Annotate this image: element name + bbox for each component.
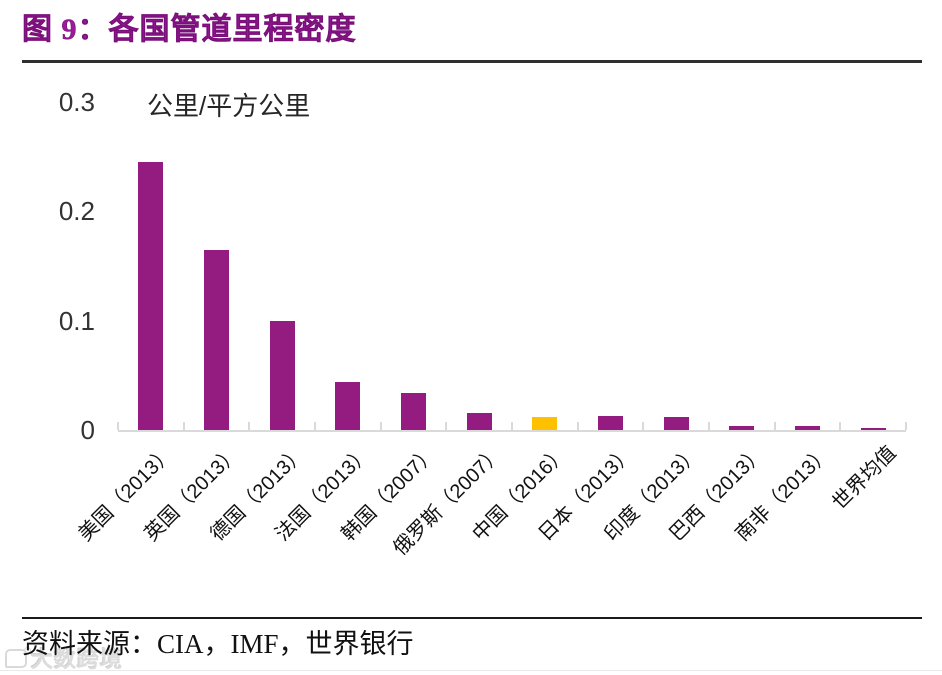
watermark-text: 大数跨境 bbox=[31, 647, 124, 672]
bar-1 bbox=[138, 162, 164, 430]
bar-11 bbox=[795, 425, 821, 430]
x-axis-tick bbox=[839, 422, 842, 430]
x-axis-tick bbox=[511, 422, 513, 430]
bar-slot bbox=[578, 102, 644, 430]
x-axis-tick bbox=[248, 422, 251, 430]
x-axis-tick bbox=[708, 422, 710, 430]
bottom-divider bbox=[0, 670, 942, 671]
source-divider bbox=[22, 617, 922, 619]
plot-area bbox=[117, 102, 907, 432]
bar-slot bbox=[512, 102, 578, 430]
bar-4 bbox=[335, 381, 361, 430]
bar-9 bbox=[663, 416, 689, 430]
x-category-label-text: 世界均值 bbox=[828, 442, 901, 515]
y-tick-label: 0.3 bbox=[58, 87, 95, 117]
bar-slot bbox=[381, 102, 447, 430]
bar-10 bbox=[729, 425, 755, 430]
x-axis-tick bbox=[642, 422, 645, 430]
bar-6 bbox=[466, 412, 492, 430]
y-tick-label: 0 bbox=[80, 415, 95, 445]
bar-2 bbox=[204, 249, 229, 430]
bar-slot bbox=[643, 102, 709, 430]
y-tick-label: 0.2 bbox=[58, 196, 95, 227]
bar-7 bbox=[532, 416, 558, 430]
bar-slot bbox=[709, 102, 775, 430]
bar-slot bbox=[446, 102, 512, 430]
bar-3 bbox=[269, 320, 295, 430]
bar-12 bbox=[860, 427, 886, 430]
x-axis-tick bbox=[576, 422, 579, 430]
y-tick-label: 0.1 bbox=[58, 305, 95, 336]
bar-slot bbox=[249, 102, 315, 430]
y-axis-unit-label: 公里/平方公里 bbox=[147, 91, 311, 121]
watermark-logo-icon bbox=[5, 646, 31, 668]
y-axis-labels: 0 0.1 0.2 0.3 bbox=[30, 89, 95, 443]
watermark: 大数跨境 bbox=[5, 642, 123, 674]
x-axis-tick bbox=[445, 422, 448, 430]
x-axis-tick bbox=[117, 422, 119, 430]
x-axis-line bbox=[118, 430, 906, 432]
x-axis-tick bbox=[379, 422, 382, 430]
bar-slot bbox=[184, 102, 250, 430]
title-divider bbox=[22, 60, 922, 63]
x-axis-labels: 美国（2013） 英国（2013） 德国（2013） 法国（2013） 韩国（2007）… bbox=[75, 430, 906, 600]
figure-title: 图 9：各国管道里程密度 bbox=[22, 13, 357, 47]
bar-8 bbox=[598, 415, 624, 430]
x-axis-tick bbox=[314, 422, 316, 430]
pipeline-density-bar-chart: 公里/平方公里 0 0.1 0.2 0.3 美国（2013） 英国（2013） 德国（20… bbox=[0, 60, 942, 605]
bar-5 bbox=[401, 392, 427, 430]
bar-slot bbox=[775, 102, 841, 430]
x-axis-tick bbox=[905, 422, 907, 430]
source-note: 资料来源：CIA，IMF，世界银行 bbox=[22, 629, 414, 659]
bar-slot bbox=[840, 102, 906, 430]
bar-slot bbox=[118, 102, 184, 430]
bar-slot bbox=[315, 102, 381, 430]
x-axis-tick bbox=[182, 422, 185, 430]
x-axis-tick bbox=[773, 422, 776, 430]
